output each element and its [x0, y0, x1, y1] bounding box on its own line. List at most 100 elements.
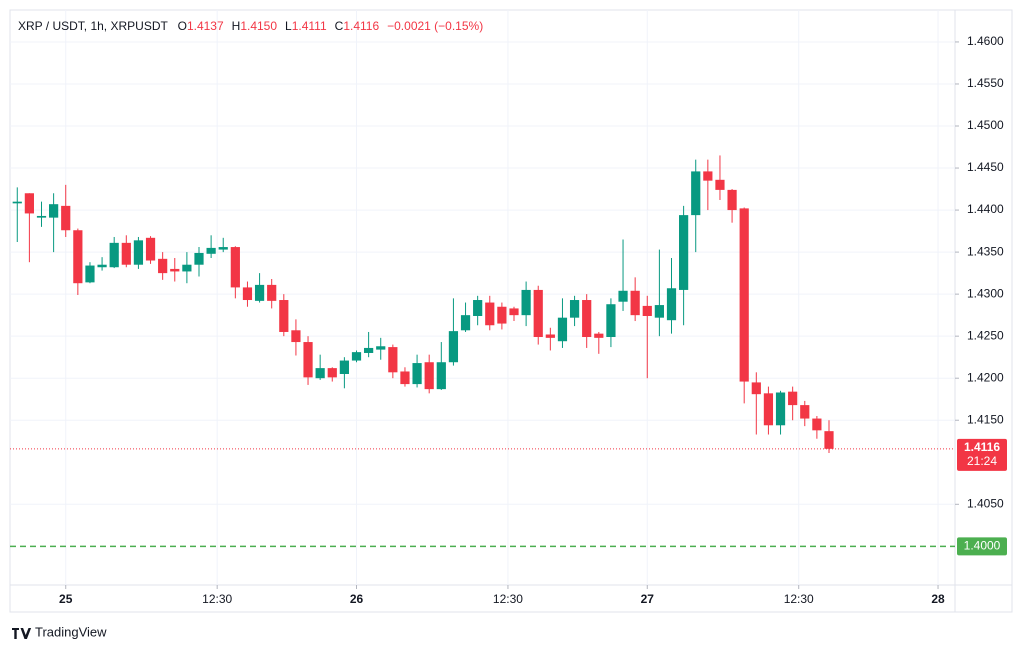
- y-tick-label: 1.4050: [967, 496, 1004, 510]
- candles: [12, 155, 834, 454]
- candle-body: [739, 208, 749, 382]
- x-tick-label: 25: [59, 592, 73, 606]
- candle-body: [73, 230, 83, 284]
- x-tick-label: 12:30: [493, 592, 523, 606]
- x-tick-label: 12:30: [784, 592, 814, 606]
- candle-body: [509, 308, 519, 316]
- candle-body: [666, 288, 677, 321]
- candle-body: [388, 347, 398, 373]
- candle-body: [400, 371, 410, 385]
- candle-body: [533, 289, 543, 338]
- y-tick-label: 1.4300: [967, 286, 1004, 300]
- chart-frame: [9, 9, 1013, 613]
- candle-body: [218, 247, 228, 250]
- candle-body: [703, 171, 713, 181]
- candle-body: [351, 352, 362, 361]
- candle-body: [170, 268, 180, 272]
- candle-body: [460, 315, 471, 331]
- candle-body: [485, 302, 495, 326]
- price-tag: [957, 438, 1007, 471]
- candle-body: [49, 204, 59, 218]
- logo-icon: [12, 628, 32, 639]
- level-tag: [957, 537, 1007, 556]
- candle-body: [109, 242, 119, 268]
- candle-body: [606, 304, 616, 338]
- ohlc-label: H: [232, 19, 241, 33]
- ohlc-label: O: [178, 19, 187, 33]
- ohlc-value: 1.4137: [187, 19, 224, 33]
- candle-body: [267, 284, 277, 301]
- candle-body: [194, 252, 204, 265]
- candle-body: [376, 346, 386, 350]
- candle-body: [775, 392, 786, 426]
- ohlc-label: L: [285, 19, 292, 33]
- candle-body: [751, 382, 761, 395]
- legend-header: XRP / USDT, 1h, XRPUSDT O1.4137 H1.4150 L1.…: [18, 19, 483, 33]
- y-tick-label: 1.4500: [967, 118, 1004, 132]
- ohlc-value: 1.4150: [240, 19, 277, 33]
- candle-body: [182, 264, 192, 272]
- candle-body: [133, 240, 144, 265]
- y-tick-label: 1.4350: [967, 244, 1004, 258]
- candle-body: [497, 306, 507, 324]
- candle-body: [230, 247, 240, 288]
- candle-body: [812, 418, 822, 431]
- candle-body: [763, 393, 774, 426]
- candle-body: [36, 215, 47, 218]
- y-tick-label: 1.4250: [967, 328, 1004, 342]
- candle-body: [424, 362, 434, 390]
- countdown: 21:24: [967, 454, 997, 468]
- candle-body: [473, 300, 483, 316]
- candle-body: [242, 287, 253, 301]
- candle-body: [85, 265, 95, 283]
- x-tick-label: 26: [350, 592, 364, 606]
- candle-body: [824, 431, 834, 449]
- candle-body: [521, 289, 531, 316]
- candle-body: [800, 405, 810, 419]
- change: −0.0021 (−0.15%): [387, 19, 483, 33]
- x-tick-label: 27: [641, 592, 655, 606]
- candle-body: [339, 360, 349, 374]
- candle-body: [206, 247, 216, 254]
- candle-body: [158, 258, 168, 274]
- y-tick-label: 1.4450: [967, 160, 1004, 174]
- grid: 1.4050 1.4150 1.4200 1.4250 1.4300 1.4350 1.44…: [10, 10, 1004, 606]
- candle-body: [569, 300, 580, 318]
- candle-body: [557, 317, 568, 342]
- y-tick-label: 1.4550: [967, 76, 1004, 90]
- candle-body: [303, 342, 313, 378]
- candle-body: [630, 290, 640, 316]
- ohlc-value: 1.4111: [292, 19, 327, 33]
- symbol: XRP / USDT, 1h, XRPUSDT: [18, 19, 168, 33]
- candle-body: [594, 333, 604, 338]
- candle-body: [642, 305, 652, 316]
- candle-body: [254, 284, 265, 301]
- candle-body: [327, 368, 337, 378]
- candle-body: [315, 368, 325, 379]
- x-tick-label: 28: [931, 592, 945, 606]
- candle-body: [691, 171, 701, 216]
- candle-body: [412, 363, 422, 385]
- candle-body: [97, 264, 107, 268]
- candle-body: [654, 305, 664, 318]
- candle-body: [145, 237, 156, 261]
- candle-body: [436, 362, 446, 390]
- logo: TradingView: [12, 624, 107, 639]
- y-tick-label: 1.4150: [967, 412, 1004, 426]
- candle-body: [618, 290, 628, 302]
- price-label: 1.4116: [964, 440, 1000, 454]
- candle-body: [61, 205, 71, 231]
- brand: TradingView: [35, 624, 107, 639]
- ohlc-label: C: [335, 19, 344, 33]
- candle-body: [121, 242, 131, 265]
- candle-body: [715, 179, 725, 190]
- level-label: 1.4000: [964, 539, 1001, 553]
- candle-body: [788, 391, 798, 406]
- candle-body: [448, 331, 459, 363]
- candle-body: [679, 215, 689, 290]
- y-tick-label: 1.4200: [967, 370, 1004, 384]
- candle-body: [582, 300, 592, 338]
- y-tick-label: 1.4600: [967, 34, 1004, 48]
